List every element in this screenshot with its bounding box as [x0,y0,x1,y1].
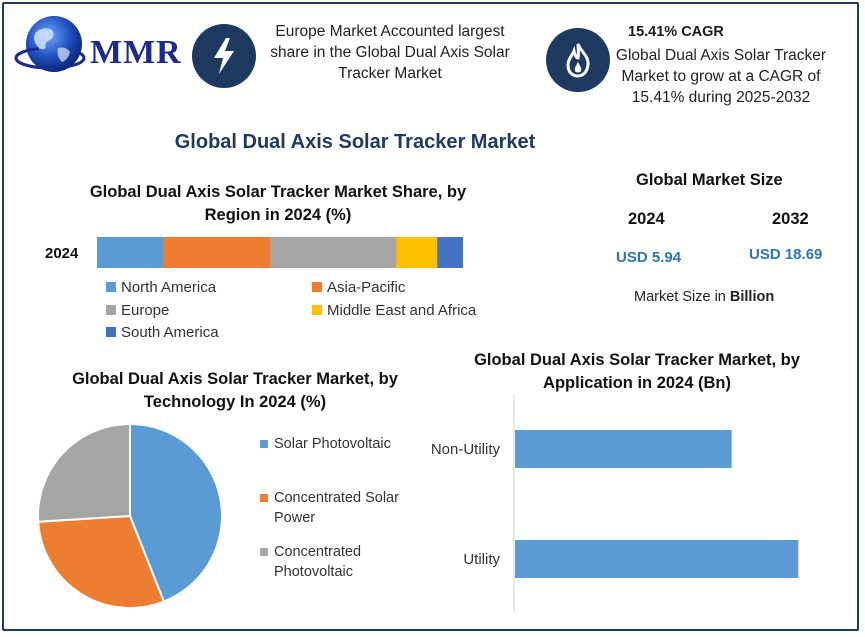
market-size-note-prefix: Market Size in [634,289,730,305]
region-legend-label-2: Europe [121,302,169,319]
technology-legend-item-0: Solar Photovoltaic [260,434,410,454]
market-size-year-2032: 2032 [772,210,809,228]
region-legend-swatch-4 [106,327,116,337]
region-legend-label-1: Asia-Pacific [327,279,406,296]
market-size-year-2024: 2024 [628,210,665,228]
region-stacked-bar-chart: 2024 North America Asia-Pacific Europe Middl… [45,237,477,341]
region-legend-swatch-2 [106,305,116,315]
logo-text: MMR [90,34,182,71]
pie-slice-0 [129,422,223,603]
technology-chart-title: Global Dual Axis Solar Tracker Market, b… [72,370,398,411]
region-bar-segment-0 [97,237,164,268]
region-legend-label-3: Middle East and Africa [327,302,477,319]
europe-share-text: Europe Market Accounted largest share in… [270,23,510,82]
cagr-text: Global Dual Axis Solar Tracker Market to… [615,47,827,106]
application-bar-chart: Non-Utility Utility [431,394,799,612]
market-size-title: Global Market Size [636,171,783,189]
page-title: Global Dual Axis Solar Tracker Market [174,131,536,153]
technology-legend-swatch-0 [260,440,268,448]
technology-legend-label-0: Solar Photovoltaic [274,436,391,452]
market-size-note-unit: Billion [729,289,775,305]
technology-pie-chart [37,422,223,609]
mmr-logo: MMR [14,10,181,80]
technology-legend-label-2: Concentrated Photovoltaic [274,544,362,580]
lightning-icon [214,38,234,74]
application-category-label-0: Non-Utility [431,441,501,458]
technology-legend-swatch-2 [260,548,268,556]
cagr-title: 15.41% CAGR [628,24,724,40]
market-size-note: Market Size in Billion [634,289,774,305]
market-size-value-2024: USD 5.94 [616,249,682,266]
region-bar-segment-1 [163,237,271,268]
region-chart-title: Global Dual Axis Solar Tracker Market Sh… [89,183,467,224]
globe-icon [14,16,86,72]
application-category-label-1: Utility [463,551,500,568]
region-category-label: 2024 [45,245,79,262]
lightning-badge [192,24,256,88]
technology-legend-swatch-1 [260,494,268,502]
region-legend-swatch-3 [312,305,322,315]
region-legend-label-4: South America [121,324,219,341]
technology-legend-item-1: Concentrated Solar Power [260,488,410,528]
technology-legend-label-1: Concentrated Solar Power [274,490,399,526]
flame-badge [546,28,610,92]
application-bar-0 [515,430,732,468]
technology-legend-item-2: Concentrated Photovoltaic [260,542,410,582]
region-bar-segment-2 [270,237,397,268]
region-legend-swatch-1 [312,282,322,292]
application-bar-1 [515,540,799,578]
pie-slice-2 [37,422,131,523]
region-bar-segment-3 [396,237,438,268]
application-chart-title: Global Dual Axis Solar Tracker Market, b… [474,351,800,392]
outer-frame [2,2,859,631]
region-bar-segment-4 [437,237,463,268]
market-size-value-2032: USD 18.69 [749,246,823,263]
flame-icon [566,43,590,78]
region-legend-swatch-0 [106,282,116,292]
region-legend-label-0: North America [121,279,217,296]
pie-slice-1 [37,514,166,609]
